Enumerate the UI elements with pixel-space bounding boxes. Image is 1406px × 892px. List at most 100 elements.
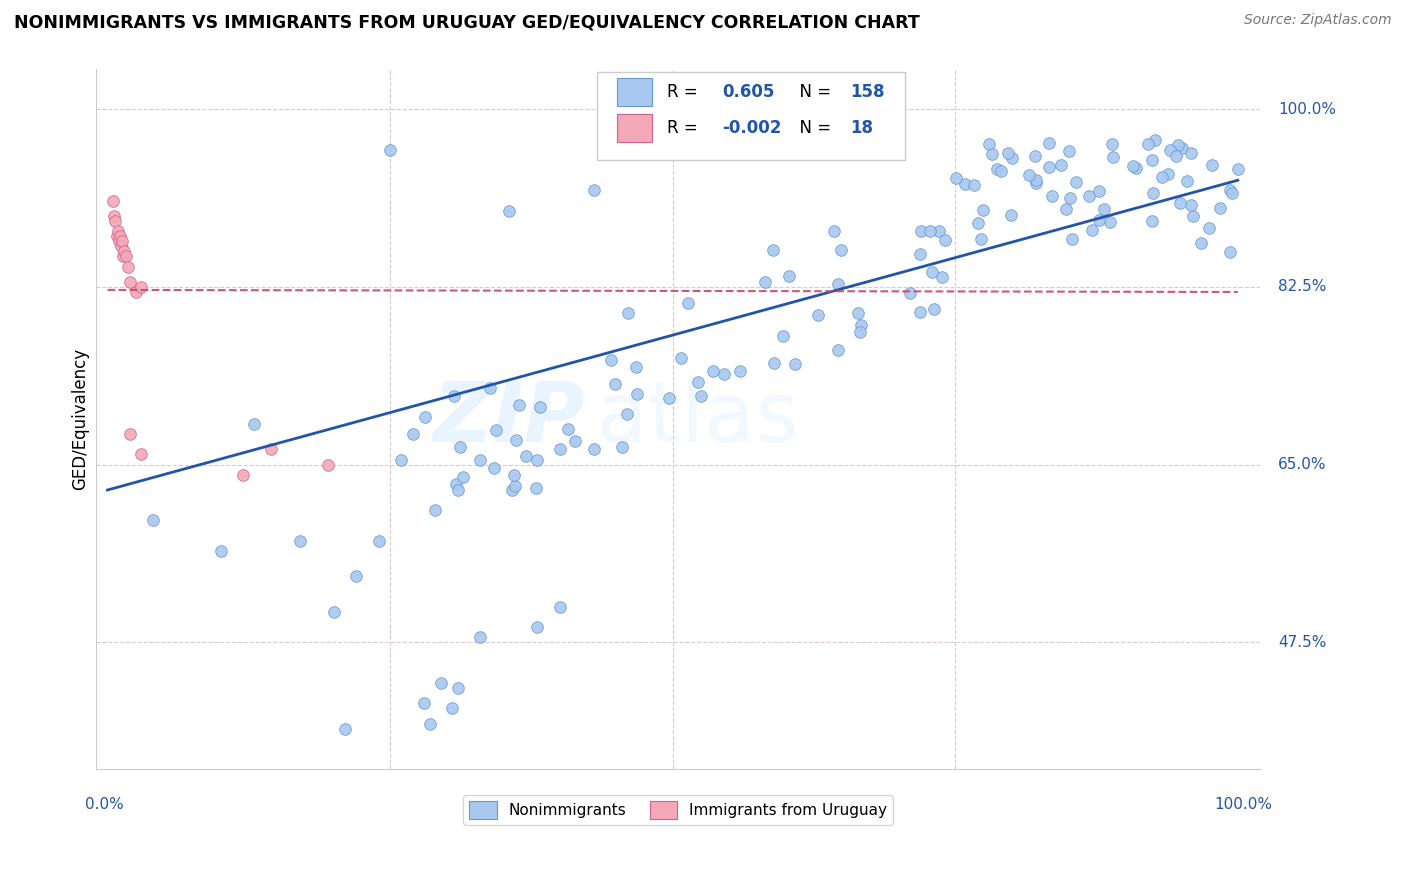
- Point: [1166, 149, 1188, 163]
- Point: [209, 544, 232, 558]
- Point: [1080, 223, 1102, 237]
- Point: [669, 351, 692, 366]
- FancyBboxPatch shape: [596, 72, 905, 160]
- Point: [970, 232, 993, 246]
- Point: [1220, 186, 1243, 201]
- Point: [772, 329, 794, 343]
- Point: [807, 308, 830, 322]
- Point: [967, 216, 990, 230]
- Point: [702, 364, 724, 378]
- Text: 100.0%: 100.0%: [1278, 102, 1336, 117]
- Text: 158: 158: [851, 83, 886, 101]
- Point: [830, 243, 852, 257]
- Point: [1180, 146, 1202, 161]
- Point: [1054, 202, 1077, 216]
- Point: [114, 249, 136, 263]
- Point: [451, 470, 474, 484]
- Point: [851, 318, 873, 332]
- Point: [446, 476, 468, 491]
- Point: [232, 467, 254, 482]
- Point: [1189, 235, 1212, 250]
- Point: [754, 275, 776, 289]
- Point: [658, 392, 681, 406]
- Point: [1159, 143, 1181, 157]
- Point: [389, 452, 412, 467]
- Point: [120, 275, 142, 289]
- Text: N =: N =: [789, 83, 837, 101]
- Point: [120, 427, 142, 442]
- Bar: [617, 78, 651, 106]
- Point: [1059, 144, 1081, 158]
- Point: [131, 447, 153, 461]
- Point: [1175, 174, 1198, 188]
- Point: [1050, 158, 1073, 172]
- Point: [104, 214, 127, 228]
- Point: [243, 417, 266, 431]
- Text: N =: N =: [789, 119, 837, 136]
- Point: [1038, 136, 1060, 150]
- Text: 0.0%: 0.0%: [84, 797, 124, 813]
- Text: 100.0%: 100.0%: [1213, 797, 1272, 813]
- Point: [898, 286, 921, 301]
- Point: [990, 164, 1012, 178]
- Point: [378, 143, 401, 157]
- Point: [443, 389, 465, 403]
- Point: [111, 234, 134, 248]
- Point: [260, 442, 283, 457]
- Point: [981, 147, 1004, 161]
- Point: [945, 170, 967, 185]
- Point: [548, 442, 571, 457]
- Point: [610, 440, 633, 454]
- Point: [503, 467, 526, 482]
- Point: [1137, 137, 1160, 152]
- Point: [1092, 202, 1115, 217]
- Point: [846, 306, 869, 320]
- Point: [548, 599, 571, 614]
- Point: [316, 458, 339, 472]
- Point: [515, 449, 537, 463]
- Point: [1059, 191, 1081, 205]
- Point: [1001, 151, 1024, 165]
- Point: [728, 364, 751, 378]
- Text: ZIP: ZIP: [433, 378, 585, 459]
- Text: 65.0%: 65.0%: [1278, 457, 1326, 472]
- Point: [922, 301, 945, 316]
- Point: [344, 569, 367, 583]
- Point: [977, 137, 1000, 152]
- Text: R =: R =: [666, 119, 703, 136]
- Point: [1101, 137, 1123, 152]
- Text: 18: 18: [851, 119, 873, 136]
- Point: [482, 461, 505, 475]
- Point: [1201, 158, 1223, 172]
- Text: atlas: atlas: [596, 378, 799, 459]
- Point: [107, 224, 129, 238]
- Point: [288, 533, 311, 548]
- Point: [910, 246, 932, 260]
- Point: [108, 229, 131, 244]
- Point: [1025, 172, 1047, 186]
- Point: [470, 630, 492, 644]
- Point: [114, 244, 136, 259]
- Point: [1156, 167, 1178, 181]
- Point: [1142, 153, 1164, 167]
- Point: [449, 441, 471, 455]
- Point: [986, 162, 1008, 177]
- Point: [1198, 220, 1220, 235]
- Point: [441, 701, 464, 715]
- Point: [1087, 213, 1109, 227]
- Point: [1171, 141, 1194, 155]
- Point: [107, 234, 129, 248]
- Point: [413, 696, 436, 710]
- Point: [564, 434, 586, 449]
- Point: [526, 452, 548, 467]
- Point: [1088, 184, 1111, 198]
- Point: [617, 306, 640, 320]
- Point: [1025, 176, 1047, 190]
- Point: [1098, 215, 1121, 229]
- Text: NONIMMIGRANTS VS IMMIGRANTS FROM URUGUAY GED/EQUIVALENCY CORRELATION CHART: NONIMMIGRANTS VS IMMIGRANTS FROM URUGUAY…: [14, 13, 920, 31]
- Point: [333, 722, 356, 736]
- Point: [101, 194, 124, 208]
- Point: [367, 533, 389, 548]
- Point: [953, 177, 976, 191]
- Point: [425, 503, 447, 517]
